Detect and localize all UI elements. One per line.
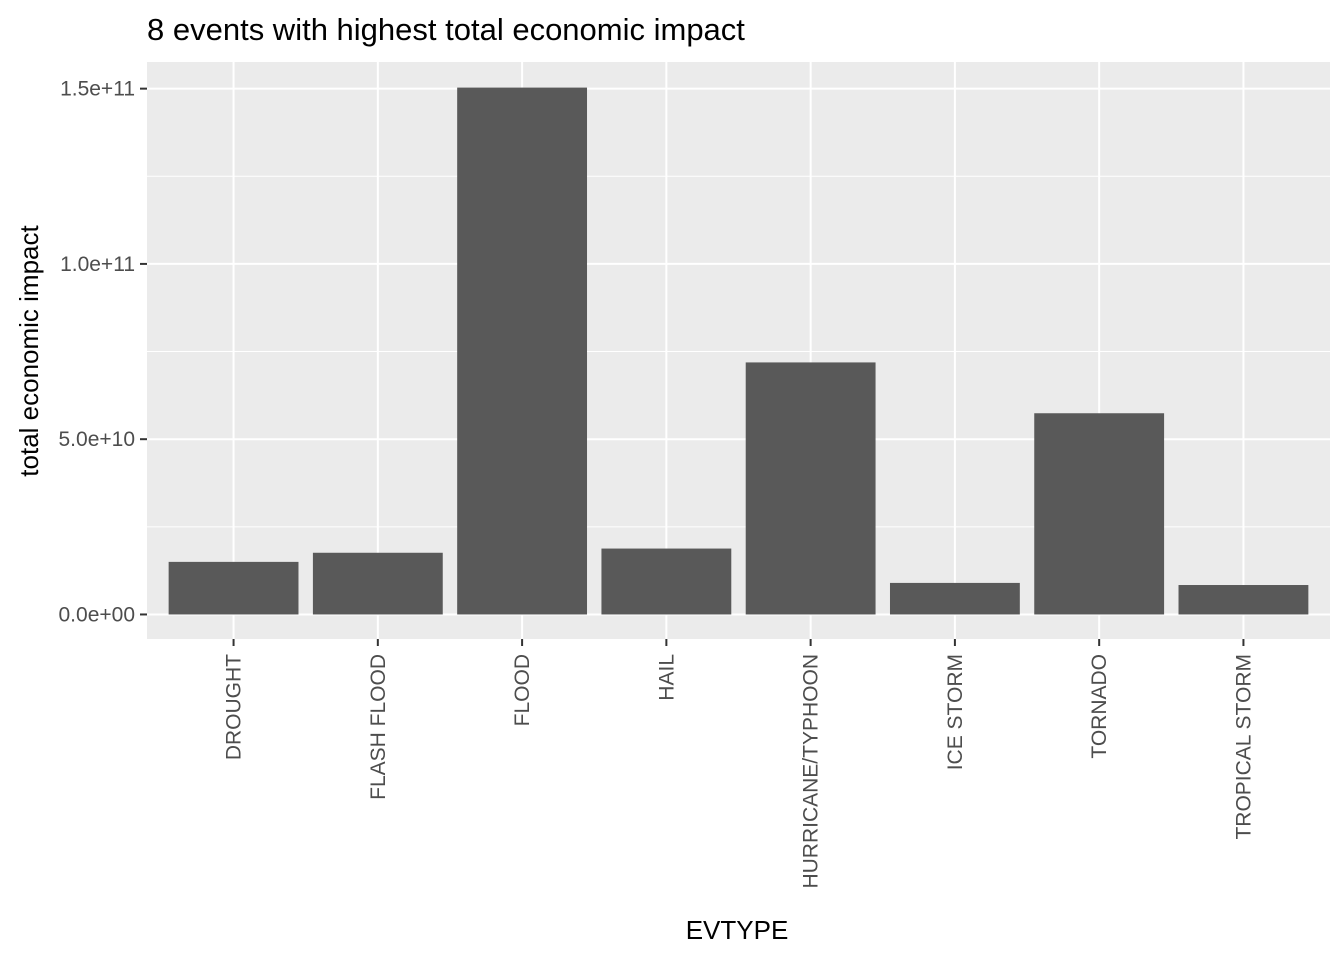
bars [168,87,1309,615]
bar-ice-storm [889,582,1020,615]
x-tick-label: HURRICANE/TYPHOON [800,654,823,889]
x-axis-title: EVTYPE [686,915,789,945]
x-tick-label: FLASH FLOOD [367,654,390,800]
x-tick-label: ICE STORM [944,654,967,770]
bar-tropical-storm [1178,585,1309,615]
x-tick-label: TORNADO [1088,654,1111,759]
bar-flash-flood [312,552,443,615]
bar-drought [168,561,299,615]
bar-flood [457,87,588,615]
x-tick-label: HAIL [655,654,678,701]
bar-tornado [1034,413,1165,615]
y-tick-label: 1.0e+11 [60,253,135,276]
x-tick-label: DROUGHT [223,654,246,760]
bar-hurricane-typhoon [745,362,876,615]
y-tick-label: 1.5e+11 [60,78,135,101]
chart-title: 8 events with highest total economic imp… [147,12,745,47]
y-axis: 0.0e+00 5.0e+10 1.0e+11 1.5e+11 [59,78,147,626]
y-axis-title: total economic impact [14,225,44,477]
x-tick-label: TROPICAL STORM [1232,654,1255,840]
bar-hail [601,548,732,615]
x-tick-label: FLOOD [511,654,534,726]
x-axis: DROUGHT FLASH FLOOD FLOOD HAIL HURRICANE/TYP… [223,639,1255,889]
y-tick-label: 0.0e+00 [59,603,136,626]
y-tick-label: 5.0e+10 [59,428,136,451]
